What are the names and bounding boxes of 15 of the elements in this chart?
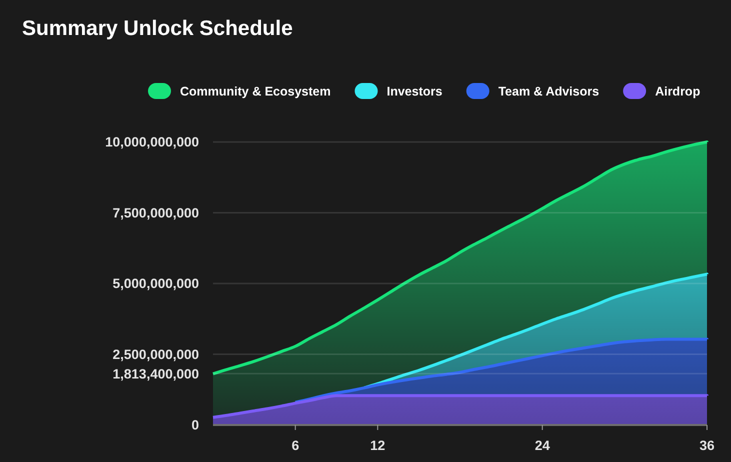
chart-title: Summary Unlock Schedule	[22, 17, 293, 40]
x-tick-label: 6	[292, 438, 300, 453]
y-tick-label: 1,813,400,000	[112, 366, 199, 382]
y-tick-label: 5,000,000,000	[112, 276, 199, 292]
x-tick-label: 12	[370, 438, 386, 453]
legend-label: Community & Ecosystem	[180, 84, 331, 98]
legend-label: Airdrop	[655, 84, 701, 98]
y-tick-label: 7,500,000,000	[112, 205, 199, 220]
legend-label: Team & Advisors	[498, 84, 600, 98]
x-tick-label: 24	[534, 438, 550, 453]
y-tick-label: 2,500,000,000	[112, 346, 199, 362]
x-tick-label: 36	[699, 438, 715, 453]
y-tick-label: 0	[191, 418, 199, 433]
legend-label: Investors	[386, 84, 442, 98]
y-tick-label: 10,000,000,000	[105, 134, 199, 150]
